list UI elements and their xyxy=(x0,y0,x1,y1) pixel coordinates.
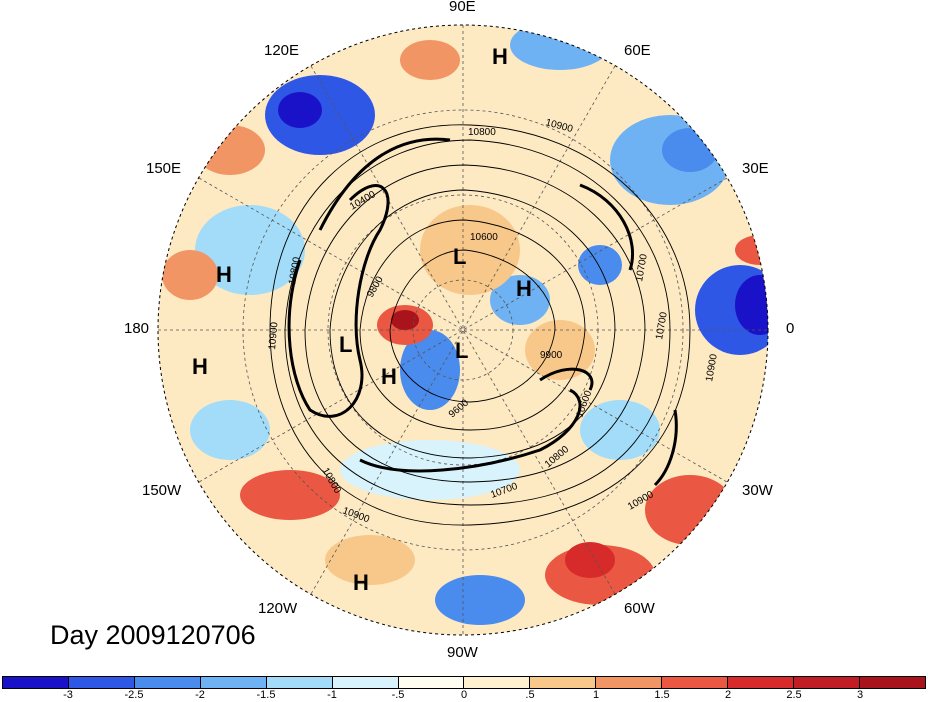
contour-label: 10800 xyxy=(287,256,303,286)
lon-label-90e: 90E xyxy=(449,0,476,15)
colorbar-swatch xyxy=(662,677,729,688)
high-pressure-marker: H xyxy=(516,276,532,301)
lon-label-30e: 30E xyxy=(742,160,769,177)
colorbar-swatch xyxy=(332,677,399,688)
colorbar-tick-label: -.5 xyxy=(391,689,405,701)
contour-label: 10800 xyxy=(319,466,343,496)
colorbar-swatch xyxy=(3,677,69,688)
colorbar-swatch xyxy=(266,677,333,688)
colorbar-tick-label: 2 xyxy=(724,689,732,701)
low-pressure-marker: L xyxy=(455,338,469,363)
colorbar-swatch xyxy=(859,677,925,688)
colorbar-swatch xyxy=(464,677,531,688)
lon-label-150e: 150E xyxy=(146,160,182,177)
low-pressure-marker: L xyxy=(339,332,353,357)
contour-label: 10900 xyxy=(626,489,656,513)
colorbar xyxy=(2,676,926,689)
graticule xyxy=(158,25,768,635)
contour-label: 9600 xyxy=(447,397,471,420)
contour-label: 10700 xyxy=(489,481,519,501)
map-boundary xyxy=(157,24,769,636)
colorbar-tick-label: 1 xyxy=(592,689,600,701)
high-pressure-marker: H xyxy=(353,570,369,595)
colorbar-tick-label: 3 xyxy=(856,689,864,701)
lon-label-60e: 60E xyxy=(624,42,651,59)
lon-label-120e: 120E xyxy=(264,42,300,59)
colorbar-tick-label: .5 xyxy=(525,689,535,701)
high-pressure-marker: H xyxy=(216,262,232,287)
lon-label-180: 180 xyxy=(124,320,150,337)
lon-label-60w: 60W xyxy=(624,600,655,617)
colorbar-swatch xyxy=(200,677,267,688)
lon-label-90w: 90W xyxy=(447,644,478,661)
colorbar-tick-label: 0 xyxy=(460,689,468,701)
contour-label: 10400 xyxy=(348,189,378,213)
colorbar-tick-label: 2.5 xyxy=(786,689,802,701)
jet-contours xyxy=(287,137,678,487)
colorbar-tick-label: -3 xyxy=(63,689,73,701)
contour-label: 10800 xyxy=(468,127,496,138)
colorbar-tick-label: -1 xyxy=(327,689,337,701)
contour-label: 10900 xyxy=(544,117,574,135)
high-pressure-marker: H xyxy=(492,44,508,69)
contour-label: 10900 xyxy=(704,353,720,383)
date-title: Day 2009120706 xyxy=(50,620,256,650)
lon-label-120w: 120W xyxy=(258,600,298,617)
lon-label-30w: 30W xyxy=(742,482,773,499)
contour-label: 10600 xyxy=(470,232,498,243)
colorbar-tick-label: 1.5 xyxy=(654,689,670,701)
high-pressure-marker: H xyxy=(192,354,208,379)
colorbar-swatch xyxy=(794,677,860,688)
high-pressure-marker: H xyxy=(381,364,397,389)
low-pressure-marker: L xyxy=(453,244,467,269)
contour-label: 10700 xyxy=(634,253,650,283)
colorbar-swatch xyxy=(134,677,201,688)
contour-label: 10900 xyxy=(267,321,280,350)
colorbar-tick-label: -2.5 xyxy=(124,689,144,701)
colorbar-swatch xyxy=(596,677,663,688)
contour-label: 10600 xyxy=(574,389,594,419)
contour-label: 10700 xyxy=(654,311,670,341)
contour-label: 10900 xyxy=(341,505,371,525)
contour-label: 9800 xyxy=(365,274,386,299)
colorbar-swatch xyxy=(68,677,135,688)
contour-label: 10800 xyxy=(543,444,572,471)
lon-label-0: 0 xyxy=(786,320,795,337)
lon-label-150w: 150W xyxy=(142,482,182,499)
anomaly-field xyxy=(158,25,768,635)
colorbar-swatch xyxy=(728,677,795,688)
colorbar-tick-label: -2 xyxy=(195,689,205,701)
height-contours xyxy=(269,124,691,526)
colorbar-swatch xyxy=(530,677,597,688)
contour-label: 9900 xyxy=(540,350,563,361)
colorbar-swatch xyxy=(398,677,465,688)
colorbar-tick-label: -1.5 xyxy=(256,689,276,701)
